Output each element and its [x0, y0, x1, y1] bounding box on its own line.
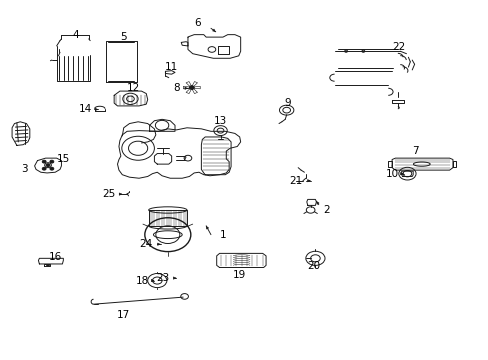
Text: 20: 20 — [307, 261, 320, 271]
Circle shape — [42, 167, 46, 170]
Text: 21: 21 — [289, 176, 302, 186]
Text: 2: 2 — [323, 205, 329, 215]
Text: 10: 10 — [385, 168, 398, 179]
Text: 14: 14 — [79, 104, 92, 114]
Text: 7: 7 — [411, 146, 418, 156]
Circle shape — [42, 160, 46, 163]
Text: 22: 22 — [391, 42, 405, 51]
Text: 12: 12 — [126, 83, 140, 93]
Text: 4: 4 — [72, 30, 79, 40]
Text: 25: 25 — [102, 189, 116, 199]
Text: 18: 18 — [136, 275, 149, 285]
Text: 8: 8 — [173, 83, 180, 93]
Circle shape — [46, 164, 50, 167]
Circle shape — [50, 167, 54, 170]
Text: 16: 16 — [48, 252, 61, 262]
Text: 19: 19 — [233, 270, 246, 280]
Text: 3: 3 — [20, 165, 27, 174]
Text: 17: 17 — [117, 310, 130, 320]
Text: 15: 15 — [57, 154, 70, 164]
Circle shape — [50, 160, 54, 163]
Text: 24: 24 — [140, 239, 153, 249]
Text: 11: 11 — [164, 62, 178, 72]
Text: 5: 5 — [120, 32, 127, 42]
Text: 23: 23 — [156, 273, 169, 283]
Text: 1: 1 — [219, 230, 226, 240]
Circle shape — [189, 86, 194, 89]
Text: 6: 6 — [194, 18, 201, 28]
Text: 9: 9 — [284, 98, 290, 108]
Text: 13: 13 — [213, 116, 227, 126]
